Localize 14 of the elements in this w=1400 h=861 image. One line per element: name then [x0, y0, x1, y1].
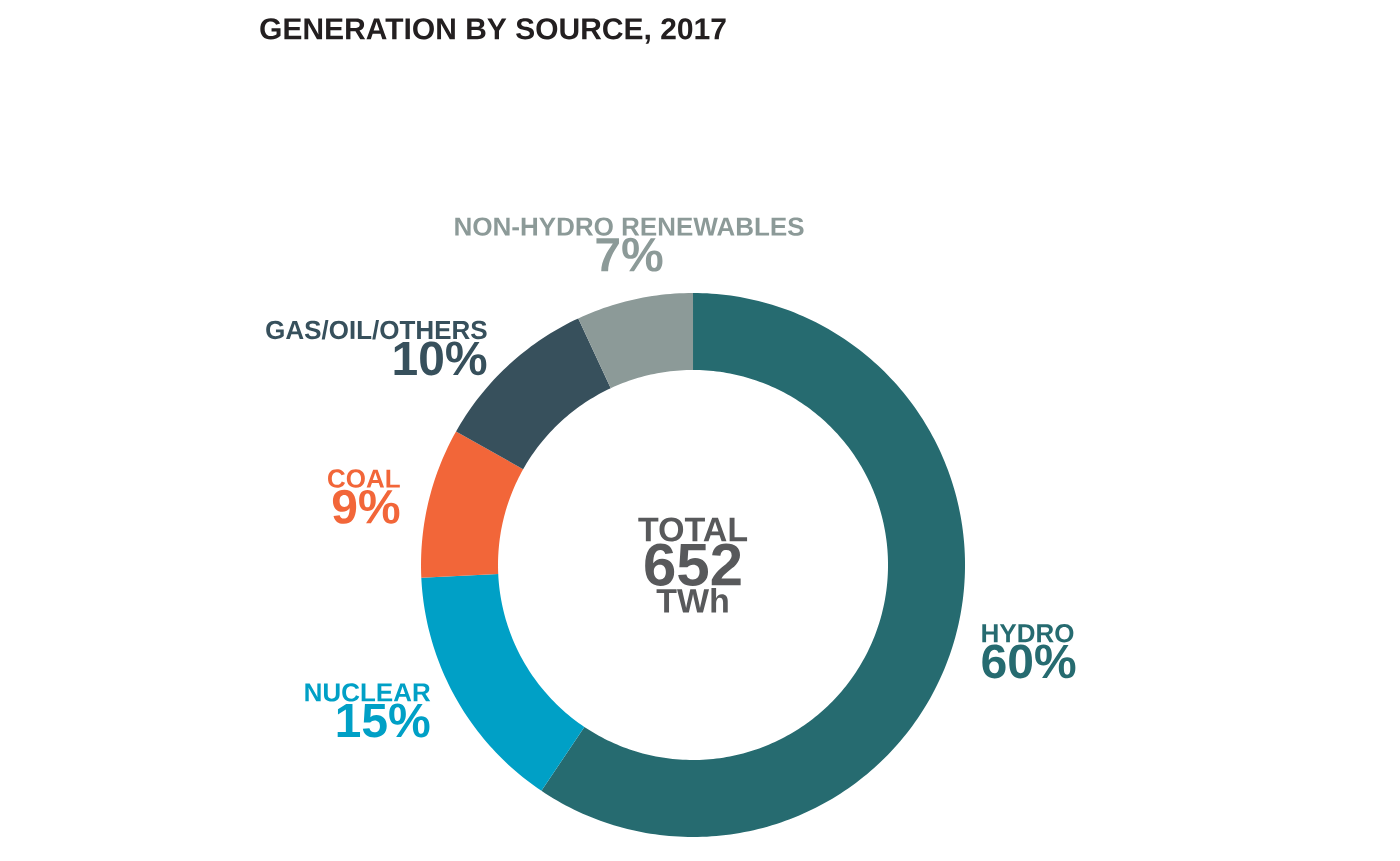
text: TWh	[656, 587, 728, 613]
slice-label: COAL	[328, 469, 400, 488]
slice-label: NON-HYDRO RENEWABLES	[455, 217, 804, 236]
slice-label: HYDRO	[982, 623, 1074, 643]
data-label: 15%	[337, 703, 430, 738]
data-label: 9%	[332, 489, 400, 524]
slice-label: GAS/OIL/OTHERS	[266, 320, 487, 340]
slice-label: NUCLEAR	[305, 683, 431, 702]
text: 652	[645, 543, 741, 586]
data-label: 60%	[982, 644, 1076, 679]
data-label: 7%	[596, 237, 663, 272]
chart-title: GENERATION BY SOURCE, 2017	[260, 18, 726, 44]
text: TOTAL	[638, 517, 748, 542]
data-label: 10%	[394, 341, 487, 376]
